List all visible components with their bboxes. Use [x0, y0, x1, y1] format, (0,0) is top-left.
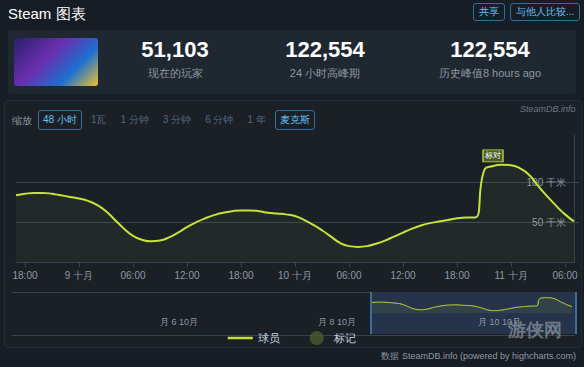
svg-text:18:00: 18:00 [12, 270, 37, 281]
svg-text:06:00: 06:00 [552, 270, 577, 281]
svg-text:100 千米: 100 千米 [526, 177, 566, 189]
html-text:122,554: 122,554 [285, 37, 365, 62]
svg-text:9 十月: 9 十月 [65, 270, 93, 281]
html-text:3 分钟: 3 分钟 [162, 114, 192, 125]
html-text:6 分钟: 6 分钟 [205, 114, 234, 125]
html-text:共享: 共享 [479, 6, 499, 17]
html-text:24 小时高峰期: 24 小时高峰期 [289, 67, 361, 79]
html-text:122,554: 122,554 [450, 37, 530, 62]
svg-text:06:00: 06:00 [336, 270, 361, 281]
svg-text:18:00: 18:00 [228, 270, 253, 281]
svg-text:10 十月: 10 十月 [278, 270, 312, 281]
html-text:月 8 10月: 月 8 10月 [318, 317, 356, 327]
svg-text:球员: 球员 [258, 332, 280, 344]
html-text:51,103: 51,103 [141, 37, 209, 62]
html-text:月 6 10月: 月 6 10月 [160, 317, 198, 327]
html-text:麦克斯: 麦克斯 [279, 114, 310, 125]
svg-text:18:00: 18:00 [444, 270, 469, 281]
html-text:1 分钟: 1 分钟 [120, 114, 149, 125]
html-text:缩放: 缩放 [12, 115, 32, 126]
svg-text:标对: 标对 [484, 151, 501, 160]
svg-text:12:00: 12:00 [390, 270, 415, 281]
html-text:历史峰值8 hours ago: 历史峰值8 hours ago [438, 67, 541, 79]
svg-text:标记: 标记 [333, 332, 356, 344]
html-text:SteamDB.info: SteamDB.info [520, 104, 576, 114]
html-text:月 10 10月: 月 10 10月 [478, 317, 521, 327]
html-text:现在的玩家: 现在的玩家 [147, 67, 203, 79]
html-text:1瓦: 1瓦 [90, 114, 107, 125]
html-text:游侠网: 游侠网 [508, 320, 562, 340]
svg-text:11 十月: 11 十月 [494, 270, 527, 281]
svg-text:12:00: 12:00 [174, 270, 199, 281]
svg-text:06:00: 06:00 [120, 270, 145, 281]
html-text:1 年: 1 年 [247, 114, 266, 125]
html-text:与他人比较...: 与他人比较... [516, 6, 575, 17]
html-text:48 小时: 48 小时 [43, 114, 77, 125]
html-text:Steam 图表: Steam 图表 [8, 5, 86, 22]
html-text:数据 SteamDB.info (powered by hi: 数据 SteamDB.info (powered by highcharts.c… [381, 351, 576, 361]
